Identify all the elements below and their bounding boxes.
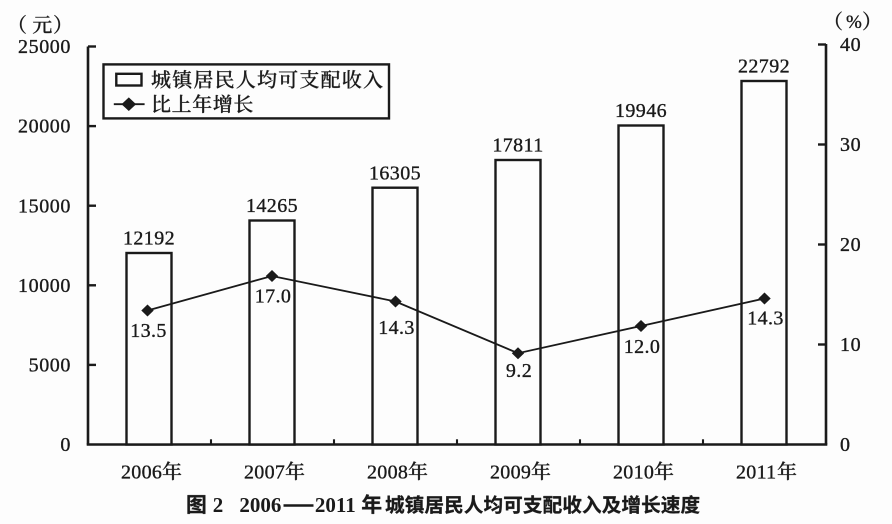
svg-text:17811: 17811 — [492, 135, 543, 157]
svg-text:0: 0 — [840, 434, 851, 456]
svg-text:20000: 20000 — [18, 116, 71, 138]
svg-text:14265: 14265 — [246, 195, 298, 217]
svg-text:25000: 25000 — [18, 36, 71, 58]
svg-text:13.5: 13.5 — [130, 320, 167, 342]
svg-text:2006: 2006 — [239, 493, 281, 517]
svg-text:2006: 2006 — [121, 462, 162, 484]
svg-text:22792: 22792 — [738, 56, 790, 78]
svg-text:0: 0 — [60, 434, 71, 456]
svg-text:14.3: 14.3 — [747, 308, 784, 330]
svg-text:10000: 10000 — [18, 275, 71, 297]
svg-text:30: 30 — [840, 134, 861, 156]
svg-text:15000: 15000 — [18, 195, 71, 217]
svg-text:2007: 2007 — [244, 462, 285, 484]
svg-text:12192: 12192 — [123, 228, 175, 250]
svg-text:10: 10 — [840, 334, 861, 356]
svg-text:2011: 2011 — [736, 462, 776, 484]
svg-text:2008: 2008 — [367, 462, 408, 484]
svg-text:2010: 2010 — [613, 462, 654, 484]
svg-text:16305: 16305 — [369, 162, 421, 184]
svg-text:20: 20 — [840, 234, 861, 256]
svg-text:2: 2 — [213, 493, 224, 517]
svg-text:2009: 2009 — [490, 462, 531, 484]
svg-text:19946: 19946 — [615, 100, 667, 122]
svg-text:17.0: 17.0 — [255, 285, 292, 307]
svg-text:14.3: 14.3 — [378, 317, 415, 339]
svg-text:9.2: 9.2 — [506, 360, 532, 382]
svg-text:40: 40 — [840, 34, 861, 56]
svg-text:5000: 5000 — [29, 355, 71, 377]
svg-text:12.0: 12.0 — [624, 336, 661, 358]
svg-text:%: % — [846, 12, 862, 33]
svg-text:2011: 2011 — [315, 493, 356, 517]
